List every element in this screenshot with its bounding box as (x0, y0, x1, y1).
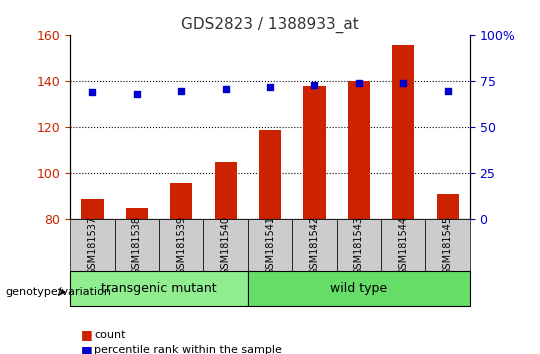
Text: GSM181542: GSM181542 (309, 216, 319, 275)
Point (221, 86, 230, 92)
Bar (392, 45, 414, 219)
Bar (82, 199, 104, 219)
Bar (381, 219, 426, 271)
Text: transgenic mutant: transgenic mutant (101, 282, 217, 295)
Bar (70, 271, 248, 306)
Point (88, 90, 97, 95)
Text: ■: ■ (81, 328, 93, 341)
Text: GSM181544: GSM181544 (398, 216, 408, 275)
Bar (204, 219, 248, 271)
Bar (70, 219, 114, 271)
Bar (126, 208, 148, 219)
Text: genotype/variation: genotype/variation (5, 287, 111, 297)
Text: GSM181540: GSM181540 (221, 216, 231, 275)
Bar (170, 183, 192, 219)
Bar (426, 219, 470, 271)
Text: percentile rank within the sample: percentile rank within the sample (94, 346, 282, 354)
Bar (259, 130, 281, 219)
Bar (248, 271, 470, 306)
Point (443, 88, 452, 93)
Text: ■: ■ (81, 344, 93, 354)
Text: GSM181537: GSM181537 (87, 216, 97, 275)
Bar (436, 194, 458, 219)
Text: GSM181539: GSM181539 (176, 216, 186, 275)
Bar (336, 219, 381, 271)
Text: GSM181538: GSM181538 (132, 216, 142, 275)
Bar (114, 219, 159, 271)
Bar (159, 219, 204, 271)
Point (354, 80, 363, 86)
Bar (303, 86, 326, 219)
Point (399, 80, 408, 86)
Point (310, 82, 319, 88)
Text: wild type: wild type (330, 282, 387, 295)
Bar (248, 219, 292, 271)
Bar (348, 81, 370, 219)
Text: count: count (94, 330, 126, 339)
Bar (214, 162, 237, 219)
Text: GSM181543: GSM181543 (354, 216, 364, 275)
Text: GSM181541: GSM181541 (265, 216, 275, 275)
Point (266, 84, 274, 90)
Point (177, 88, 186, 93)
Bar (292, 219, 336, 271)
Text: GSM181545: GSM181545 (443, 216, 453, 275)
Point (132, 91, 141, 97)
Title: GDS2823 / 1388933_at: GDS2823 / 1388933_at (181, 16, 359, 33)
